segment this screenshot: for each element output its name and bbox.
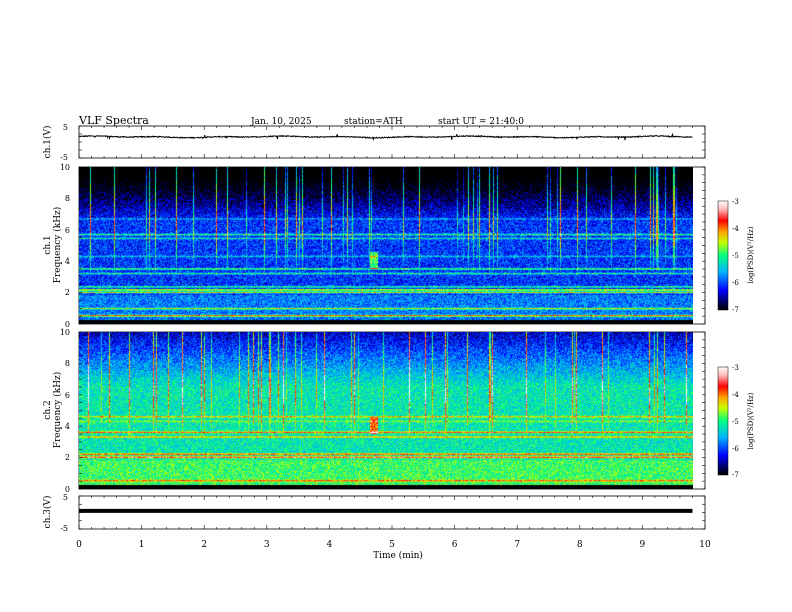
ch2-cbtick-m7: -7	[732, 471, 739, 479]
x-tick-label-0: 0	[76, 540, 82, 550]
x-tick-label-9: 9	[640, 540, 646, 550]
ch1-cbtick-m6: -6	[732, 279, 739, 287]
ch1-ytick-0: 0	[65, 320, 70, 329]
ch1-ytick-4: 4	[65, 257, 70, 266]
ch1-spectrogram-image	[79, 167, 693, 324]
ch1-ytick-10: 10	[60, 163, 70, 172]
ch1-colorbar: -3 -4 -5 -6 -7 log(PSD)(V²/Hz)	[717, 198, 755, 314]
ch2-cbtick-m4: -4	[732, 391, 739, 399]
x-tick-label-10: 10	[699, 540, 711, 550]
start-ut-label: start UT = 21:40:0	[438, 117, 524, 127]
ch1-voltage-ylabel: ch.1(V)	[42, 126, 53, 159]
ch1-cbtick-m4: -4	[732, 225, 739, 233]
ch3-voltage-ylabel: ch.3(V)	[42, 496, 53, 529]
x-tick-label-5: 5	[389, 540, 395, 550]
ch2-spectrogram-image	[79, 332, 693, 489]
ch1-cbtick-m7: -7	[732, 306, 739, 314]
ch1-cbtick-m5: -5	[732, 252, 739, 260]
ch1-voltage-panel: 5 -5 ch.1(V)	[42, 123, 706, 162]
ch2-frequency-label: Frequency (kHz)	[52, 372, 63, 449]
ch2-colorbar-gradient	[717, 366, 729, 476]
ch2-ytick-0: 0	[65, 485, 70, 494]
ch2-ytick-10: 10	[60, 328, 70, 337]
time-axis-label: Time (min)	[373, 550, 423, 561]
ch2-spectrogram-panel: 0 2 4 6 8 10 ch.2 Frequency (kHz)	[43, 328, 706, 494]
x-tick-label-4: 4	[327, 540, 333, 550]
ch1-colorbar-gradient	[717, 200, 729, 311]
ch2-colorbar-label: log(PSD)(V²/Hz)	[747, 392, 755, 449]
ch2-channel-label: ch.2	[43, 400, 53, 419]
ch2-colorbar: -3 -4 -5 -6 -7 log(PSD)(V²/Hz)	[717, 364, 755, 479]
ch2-ytick-2: 2	[65, 453, 70, 462]
ch3-ytick-bottom: -5	[60, 524, 68, 533]
ch2-frequency-ticks: 0 2 4 6 8 10	[60, 328, 70, 494]
x-tick-label-1: 1	[139, 540, 145, 550]
figure-title: VLF Spectra	[78, 114, 149, 127]
x-tick-label-6: 6	[452, 540, 458, 550]
ch2-ytick-6: 6	[65, 391, 70, 400]
ch2-cbtick-m6: -6	[732, 445, 739, 453]
x-tick-label-8: 8	[577, 540, 583, 550]
ch1-channel-label: ch.1	[43, 235, 53, 254]
ch1-cbtick-m3: -3	[732, 198, 739, 206]
ch2-cbtick-m3: -3	[732, 364, 739, 372]
ch3-ytick-top: 5	[63, 493, 68, 502]
ch1-ytick-2: 2	[65, 288, 70, 297]
ch1-voltage-trace	[78, 132, 693, 141]
ch1-ytick-bottom: -5	[60, 153, 68, 162]
date-label: Jan. 10, 2025	[250, 117, 312, 127]
x-tick-label-7: 7	[514, 540, 520, 550]
ch2-ytick-4: 4	[65, 422, 70, 431]
station-label: station=ATH	[344, 117, 403, 127]
x-tick-label-2: 2	[201, 540, 207, 550]
ch2-cbtick-m5: -5	[732, 418, 739, 426]
ch1-spectrogram-panel: 0 2 4 6 8 10 ch.1 Frequency (kHz)	[43, 163, 706, 329]
ch1-voltage-frame	[78, 125, 706, 159]
ch1-ytick-6: 6	[65, 226, 70, 235]
ch1-colorbar-label: log(PSD)(V²/Hz)	[747, 226, 755, 283]
time-axis: Time (min) 0 1 2 3 4 5 6 7 8 9 10	[76, 540, 711, 561]
ch2-ytick-8: 8	[65, 359, 70, 368]
ch1-ytick-8: 8	[65, 194, 70, 203]
ch1-ytick-top: 5	[63, 123, 68, 132]
ch1-frequency-label: Frequency (kHz)	[52, 207, 63, 284]
ch1-frequency-ticks: 0 2 4 6 8 10	[60, 163, 70, 329]
x-tick-label-3: 3	[264, 540, 270, 550]
